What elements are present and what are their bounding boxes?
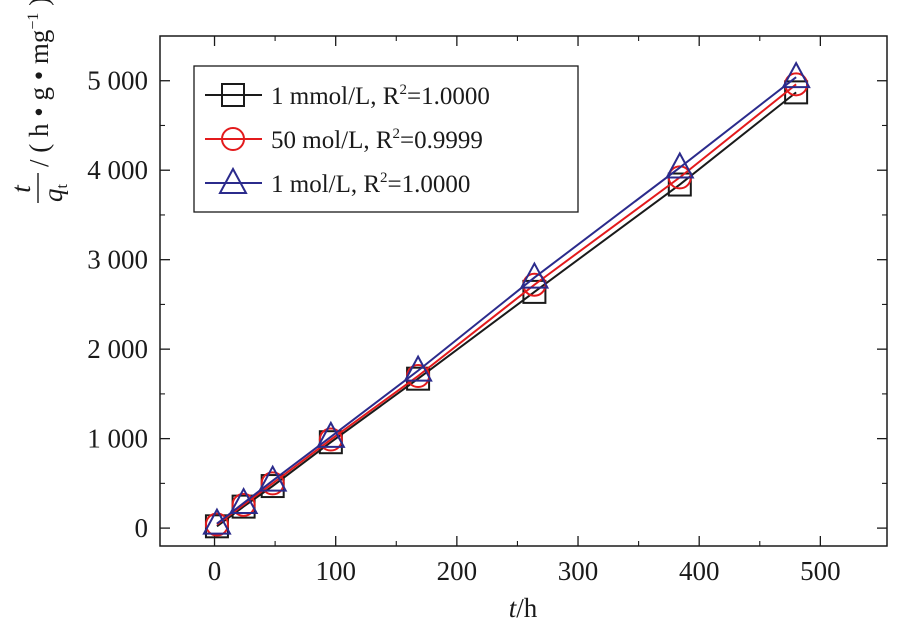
x-tick-label: 400 xyxy=(679,556,720,586)
series-line xyxy=(216,83,797,526)
data-point-triangle xyxy=(519,261,550,289)
legend-label: 50 mol/L, R2=0.9999 xyxy=(271,126,483,154)
series-line xyxy=(216,91,797,528)
legend-label-sup: 2 xyxy=(399,82,407,98)
data-point-circle xyxy=(318,427,343,452)
data-point-triangle xyxy=(258,464,288,492)
x-tick-label: 300 xyxy=(558,556,599,586)
y-tick-label: 0 xyxy=(135,513,149,543)
data-point-circle xyxy=(231,492,256,517)
y-axis-label-q: q xyxy=(38,188,68,202)
data-point-triangle xyxy=(316,420,346,448)
y-tick-label: 5 000 xyxy=(87,66,148,96)
x-axis-label: t/h xyxy=(509,593,538,623)
legend-marker-square xyxy=(221,83,245,107)
x-tick-label: 200 xyxy=(437,556,478,586)
legend-item: 50 mol/L, R2=0.9999 xyxy=(205,126,483,154)
plot-frame xyxy=(159,35,888,547)
y-axis-label-denominator: qt xyxy=(38,183,71,202)
legend-label-main: 1 mol/L, R xyxy=(271,171,380,198)
series-layer xyxy=(202,61,811,539)
y-tick-label: 3 000 xyxy=(87,245,148,275)
legend-item: 1 mmol/L, R2=1.0000 xyxy=(205,82,490,110)
y-axis-label-unit-text: / ( h • g • mg xyxy=(24,30,54,167)
y-tick-label: 4 000 xyxy=(87,155,148,185)
y-tick-label: 1 000 xyxy=(87,424,148,454)
y-axis-ticks: 0 1 000 2 000 3 000 4 000 5 000 xyxy=(87,66,887,543)
x-tick-label: 100 xyxy=(315,556,356,586)
data-point-triangle xyxy=(781,61,811,89)
data-point-triangle xyxy=(665,151,695,179)
y-axis-label: t qt / ( h • g • mg−1 ) xyxy=(6,0,71,203)
legend-label: 1 mmol/L, R2=1.0000 xyxy=(271,82,490,110)
legend-label-tail: =0.9999 xyxy=(400,127,483,154)
legend-label-sup: 2 xyxy=(380,170,388,186)
legend-label: 1 mol/L, R2=1.0000 xyxy=(271,170,470,198)
legend-label-main: 50 mol/L, R xyxy=(271,127,393,154)
y-axis-label-numerator: t xyxy=(6,184,36,193)
legend-label-tail: =1.0000 xyxy=(407,83,490,110)
data-point-triangle xyxy=(403,354,433,382)
data-point-circle xyxy=(260,471,285,496)
legend-marker-triangle xyxy=(218,166,248,194)
legend-label-tail: =1.0000 xyxy=(388,171,471,198)
legend-label-main: 1 mmol/L, R xyxy=(271,83,400,110)
x-tick-label: 0 xyxy=(208,556,222,586)
series-triangle xyxy=(202,61,811,535)
data-point-circle xyxy=(204,512,229,537)
y-axis-label-unit: / ( h • g • mg−1 ) xyxy=(24,0,54,167)
data-point-square xyxy=(522,279,547,304)
y-tick-label: 2 000 xyxy=(87,334,148,364)
y-axis-label-close: ) xyxy=(24,0,54,13)
data-point-triangle xyxy=(202,507,232,535)
legend-marker-circle xyxy=(221,127,245,151)
data-point-triangle xyxy=(228,486,259,515)
y-axis-label-sup: −1 xyxy=(25,13,42,30)
x-axis-ticks: 0 100 200 300 400 500 xyxy=(208,36,841,586)
x-tick-label: 500 xyxy=(800,556,841,586)
legend-item: 1 mol/L, R2=1.0000 xyxy=(205,166,470,198)
x-axis-label-unit: /h xyxy=(516,593,538,623)
legend-label-sup: 2 xyxy=(393,126,401,142)
y-axis-label-sub: t xyxy=(54,183,71,188)
x-axis-label-var: t xyxy=(509,593,518,623)
